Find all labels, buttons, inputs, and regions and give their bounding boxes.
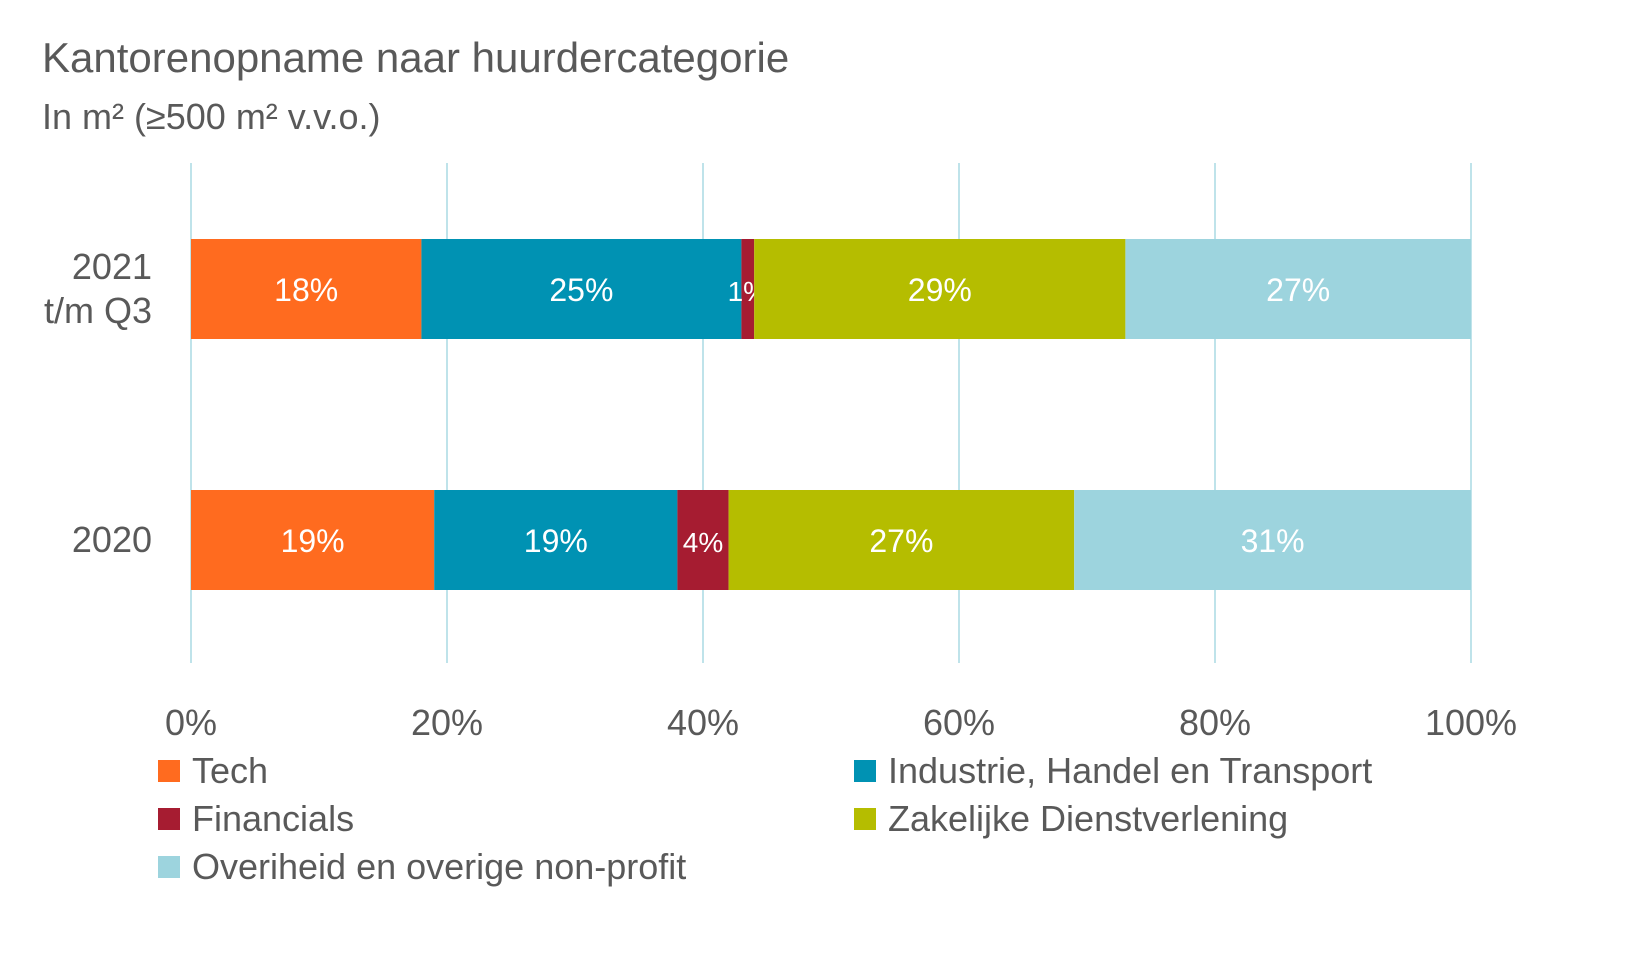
data-label: 29% [908, 272, 972, 308]
x-tick-label: 40% [667, 702, 739, 743]
bar-segment [434, 490, 678, 590]
data-label: 31% [1241, 523, 1305, 559]
data-label: 27% [869, 523, 933, 559]
x-tick-label: 80% [1179, 702, 1251, 743]
category-label: 2020 [72, 519, 152, 560]
data-label: 25% [549, 272, 613, 308]
data-label: 18% [274, 272, 338, 308]
bar-segment [677, 490, 729, 590]
x-tick-label: 100% [1425, 702, 1517, 743]
bar-segment [1125, 239, 1471, 339]
bar-segment [741, 239, 755, 339]
bar-segment [754, 239, 1126, 339]
bar-segment [191, 239, 422, 339]
bar-segment [1074, 490, 1471, 590]
x-tick-label: 0% [165, 702, 217, 743]
category-label: t/m Q3 [44, 290, 152, 331]
category-label: 2021 [72, 246, 152, 287]
chart-subtitle: In m² (≥500 m² v.v.o.) [42, 96, 381, 137]
chart-title: Kantorenopname naar huurdercategorie [42, 34, 790, 81]
data-label: 4% [683, 527, 723, 558]
bar-segment [421, 239, 742, 339]
data-label: 19% [524, 523, 588, 559]
bar-segment [191, 490, 435, 590]
data-label: 27% [1266, 272, 1330, 308]
bar-segment [728, 490, 1075, 590]
data-label: 19% [281, 523, 345, 559]
x-tick-label: 20% [411, 702, 483, 743]
x-tick-label: 60% [923, 702, 995, 743]
